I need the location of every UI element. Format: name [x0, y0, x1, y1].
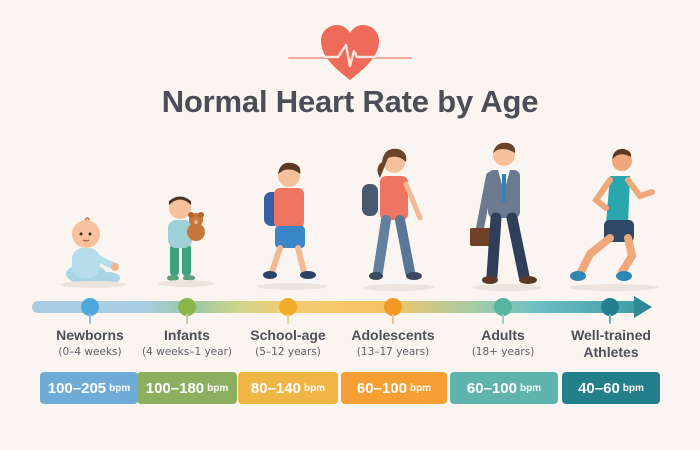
header-heart: [288, 24, 412, 84]
age-timeline-arrow: [32, 296, 652, 318]
marker-school-age: [279, 298, 297, 316]
marker-stem: [287, 314, 289, 324]
stage-range: (5–12 years): [255, 346, 321, 358]
stage-adults: Adults (18+ years): [438, 327, 568, 361]
figure-adult: [468, 140, 544, 291]
marker-stem: [89, 314, 91, 324]
stage-name: Newborns: [56, 327, 124, 343]
bpm-value: 80–140: [250, 379, 301, 397]
bpm-badge-athletes: 40–60 bpm: [562, 372, 660, 404]
bpm-value: 60–100: [356, 379, 407, 397]
bpm-badge-school-age: 80–140 bpm: [238, 372, 338, 404]
marker-stem: [502, 314, 504, 324]
stage-newborns: Newborns (0–4 weeks): [25, 327, 155, 361]
figure-school-age: [258, 160, 326, 290]
marker-adolescents: [384, 298, 402, 316]
stage-range: (13–17 years): [356, 346, 430, 358]
bpm-badge-adults: 60–100 bpm: [450, 372, 558, 404]
arrow-head-icon: [634, 296, 652, 318]
stage-range: (18+ years): [471, 346, 535, 358]
figure-infant: [158, 196, 214, 292]
marker-newborns: [81, 298, 99, 316]
stage-athletes: Well-trained Athletes: [546, 327, 676, 361]
heart-pulse-icon: [321, 25, 379, 80]
bpm-value: 40–60: [578, 379, 620, 397]
bpm-value: 60–100: [466, 379, 517, 397]
marker-infants: [178, 298, 196, 316]
stage-infants: Infants (4 weeks–1 year): [122, 327, 252, 361]
stage-school-age: School-age (5–12 years): [223, 327, 353, 361]
bpm-badge-newborns: 100–205 bpm: [40, 372, 138, 404]
stage-range: (4 weeks–1 year): [142, 346, 232, 358]
figure-newborn: [58, 212, 128, 292]
bpm-unit: bpm: [109, 382, 131, 394]
stage-name: School-age: [250, 327, 326, 343]
bpm-unit: bpm: [519, 382, 542, 394]
bpm-badge-infants: 100–180 bpm: [137, 372, 237, 404]
stage-name: Well-trained: [571, 327, 651, 343]
marker-stem: [609, 314, 611, 324]
page-title: Normal Heart Rate by Age: [161, 84, 539, 119]
stage-name: Adolescents: [351, 327, 435, 343]
bpm-value: 100–180: [145, 379, 205, 397]
marker-stem: [392, 314, 394, 324]
stage-name: Adults: [481, 327, 525, 343]
bpm-unit: bpm: [622, 382, 644, 394]
bpm-unit: bpm: [303, 382, 326, 394]
bpm-value: 100–205: [47, 379, 107, 397]
figure-adolescent: [358, 146, 438, 291]
bpm-unit: bpm: [207, 382, 229, 394]
stage-name: Infants: [164, 327, 210, 343]
marker-adults: [494, 298, 512, 316]
stage-name-line2: Athletes: [583, 344, 639, 360]
stage-range: (0–4 weeks): [58, 346, 122, 358]
figure-athlete: [566, 146, 664, 291]
timeline-bar: [32, 301, 644, 313]
bpm-badge-adolescents: 60–100 bpm: [341, 372, 447, 404]
stage-adolescents: Adolescents (13–17 years): [328, 327, 458, 361]
bpm-unit: bpm: [409, 382, 432, 394]
marker-stem: [186, 314, 188, 324]
marker-athletes: [601, 298, 619, 316]
